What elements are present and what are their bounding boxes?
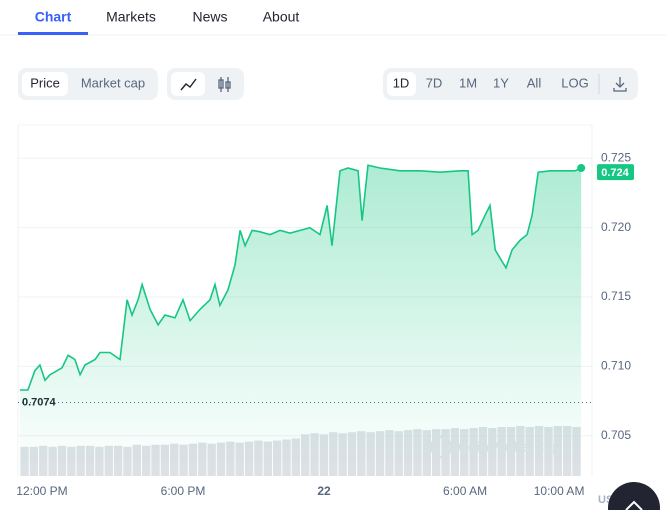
range-button[interactable]: LOG: [561, 75, 588, 90]
price-line: [19, 164, 582, 391]
y-tick-label: 0.705: [601, 428, 631, 442]
range-button[interactable]: 1Y: [493, 75, 509, 90]
y-tick-label: 0.710: [601, 359, 631, 373]
line-icon: [180, 78, 197, 91]
range-button[interactable]: All: [527, 75, 542, 90]
range-button[interactable]: 1D: [393, 75, 410, 90]
metric-button[interactable]: Price: [30, 75, 60, 90]
chevron-up: [625, 500, 643, 510]
active-tab-underline: [18, 32, 88, 35]
tab[interactable]: Chart: [35, 9, 72, 25]
tab[interactable]: Markets: [106, 9, 156, 25]
y-tick-label: 0.725: [601, 150, 631, 164]
range-toggle: [383, 68, 638, 100]
x-tick-label: 10:00 AM: [534, 484, 585, 498]
tab[interactable]: About: [263, 9, 300, 25]
range-active: [387, 72, 416, 96]
x-tick-label: 6:00 PM: [161, 484, 206, 498]
y-tick-label: 0.715: [601, 289, 631, 303]
range-button[interactable]: 7D: [426, 75, 443, 90]
candle-icon[interactable]: [218, 77, 231, 92]
x-tick-label: 6:00 AM: [443, 484, 487, 498]
metric-active: [22, 72, 68, 96]
line-style-button[interactable]: [171, 72, 205, 96]
x-tick-label: 22: [317, 484, 331, 498]
y-tick-label: 0.720: [601, 220, 631, 234]
x-tick-label: 12:00 PM: [16, 484, 67, 498]
range-button[interactable]: 1M: [459, 75, 477, 90]
price-badge-label: 0.724: [601, 167, 629, 179]
area: [19, 165, 582, 476]
last-point: [577, 164, 586, 173]
metric-button[interactable]: Market cap: [81, 75, 145, 90]
price-badge: [597, 164, 634, 181]
download-icon[interactable]: [613, 77, 627, 92]
tab[interactable]: News: [192, 9, 227, 25]
scroll-top-button[interactable]: [608, 482, 660, 510]
